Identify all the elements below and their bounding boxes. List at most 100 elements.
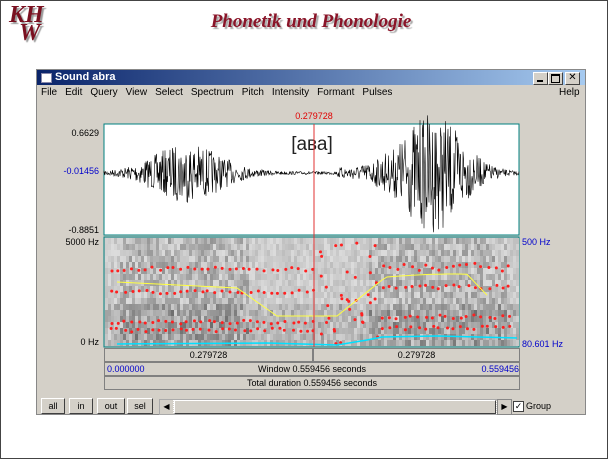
spectrogram-cell [495,256,498,262]
spectrogram-cell [249,334,252,340]
spectrogram-cell [489,328,492,334]
menu-item[interactable]: Query [90,87,117,98]
spectrogram-cell [225,298,228,304]
spectrogram-cell [432,340,435,346]
window-bar[interactable]: 0.000000 Window 0.559456 seconds 0.55945… [104,362,520,376]
menu-item[interactable]: Select [155,87,183,98]
formant-dot [150,266,153,269]
spectrogram-cell [204,334,207,340]
selection-right[interactable]: 0.279728 [313,348,520,362]
menu-item[interactable]: Intensity [272,87,309,98]
spectrogram-cell [399,322,402,328]
spectrogram-cell [105,262,108,268]
spectrogram-cell [411,244,414,250]
spectrogram-cell [288,328,291,334]
spectrogram-cell [375,316,378,322]
spectrogram-cell [156,238,159,244]
spectrogram-cell [195,292,198,298]
spectrogram-cell [357,304,360,310]
button[interactable]: in [69,398,93,414]
spectrogram-cell [174,262,177,268]
spectrogram-cell [201,262,204,268]
spectrogram-cell [378,298,381,304]
spectrogram-cell [321,298,324,304]
menu-item[interactable]: Spectrum [191,87,234,98]
menu-item[interactable]: Edit [65,87,82,98]
spectrogram-cell [387,298,390,304]
formant-dot [367,293,370,296]
spectrogram-cell [441,286,444,292]
formant-dot [445,284,448,287]
minimize-button[interactable] [533,72,548,85]
spectrogram-cell [192,304,195,310]
slide-title: Phonetik und Phonologie [181,11,441,33]
formant-dot [465,315,468,318]
spectrogram-cell [150,274,153,280]
spectrogram-cell [435,292,438,298]
spectrogram-cell [183,268,186,274]
spectrogram-cell [366,274,369,280]
menu-item[interactable]: Pulses [362,87,392,98]
spectrogram-cell [162,304,165,310]
spectrogram-cell [399,310,402,316]
spectrogram-cell [330,298,333,304]
selection-left[interactable]: 0.279728 [104,348,313,362]
spectrogram-cell [177,334,180,340]
spectrogram-cell [339,238,342,244]
spectrogram-cell [114,274,117,280]
button[interactable]: sel [127,398,153,414]
spectrogram-cell [255,238,258,244]
scroll-right[interactable]: ▶ [497,399,512,415]
close-button[interactable]: ✕ [565,72,580,85]
scrollbar[interactable]: ◀ [159,399,503,415]
spectrogram-cell [453,322,456,328]
spectrogram-cell [240,304,243,310]
formant-dot [199,328,202,331]
menu-item[interactable]: View [126,87,148,98]
spectrogram-cell [135,274,138,280]
spectrogram-cell [207,334,210,340]
spectrogram-cell [420,262,423,268]
formant-dot [271,327,274,330]
menu-item[interactable]: Pitch [242,87,264,98]
spectrogram-cell [408,340,411,346]
spectrogram-cell [144,256,147,262]
spectrogram-cell [483,298,486,304]
spectrogram-cell [177,256,180,262]
spectrogram-cell [375,310,378,316]
spectrogram-cell [363,274,366,280]
total-bar[interactable]: Total duration 0.559456 seconds [104,376,520,390]
spectrogram-cell [408,292,411,298]
spectrogram-cell [276,316,279,322]
spectrogram-cell [186,268,189,274]
menu-item[interactable]: Formant [317,87,354,98]
spectrogram-cell [234,334,237,340]
menu-item[interactable]: Help [559,87,580,98]
spectrogram-cell [360,274,363,280]
spectrogram-cell [492,238,495,244]
spectrogram-cell [162,262,165,268]
spectrogram-cell [321,316,324,322]
spectrogram-cell [429,244,432,250]
group-checkbox[interactable]: ✓ [513,401,524,412]
formant-dot [306,291,309,294]
spectrogram-cell [156,286,159,292]
formant-dot [179,322,182,325]
maximize-button[interactable] [548,72,563,85]
spectrogram-cell [141,310,144,316]
spectrogram-cell [192,238,195,244]
spectrogram-cell [108,256,111,262]
button[interactable]: all [41,398,65,414]
spectrogram-cell [432,274,435,280]
spectrogram-cell [138,262,141,268]
menu-item[interactable]: File [41,87,57,98]
spectrogram-cell [138,250,141,256]
spectrogram-cell [336,268,339,274]
spectrogram-cell [399,274,402,280]
formant-dot [201,290,204,293]
spectrogram-cell [465,268,468,274]
formant-dot [320,255,323,258]
spectrogram-cell [375,274,378,280]
spectrogram-cell [147,238,150,244]
button[interactable]: out [97,398,125,414]
